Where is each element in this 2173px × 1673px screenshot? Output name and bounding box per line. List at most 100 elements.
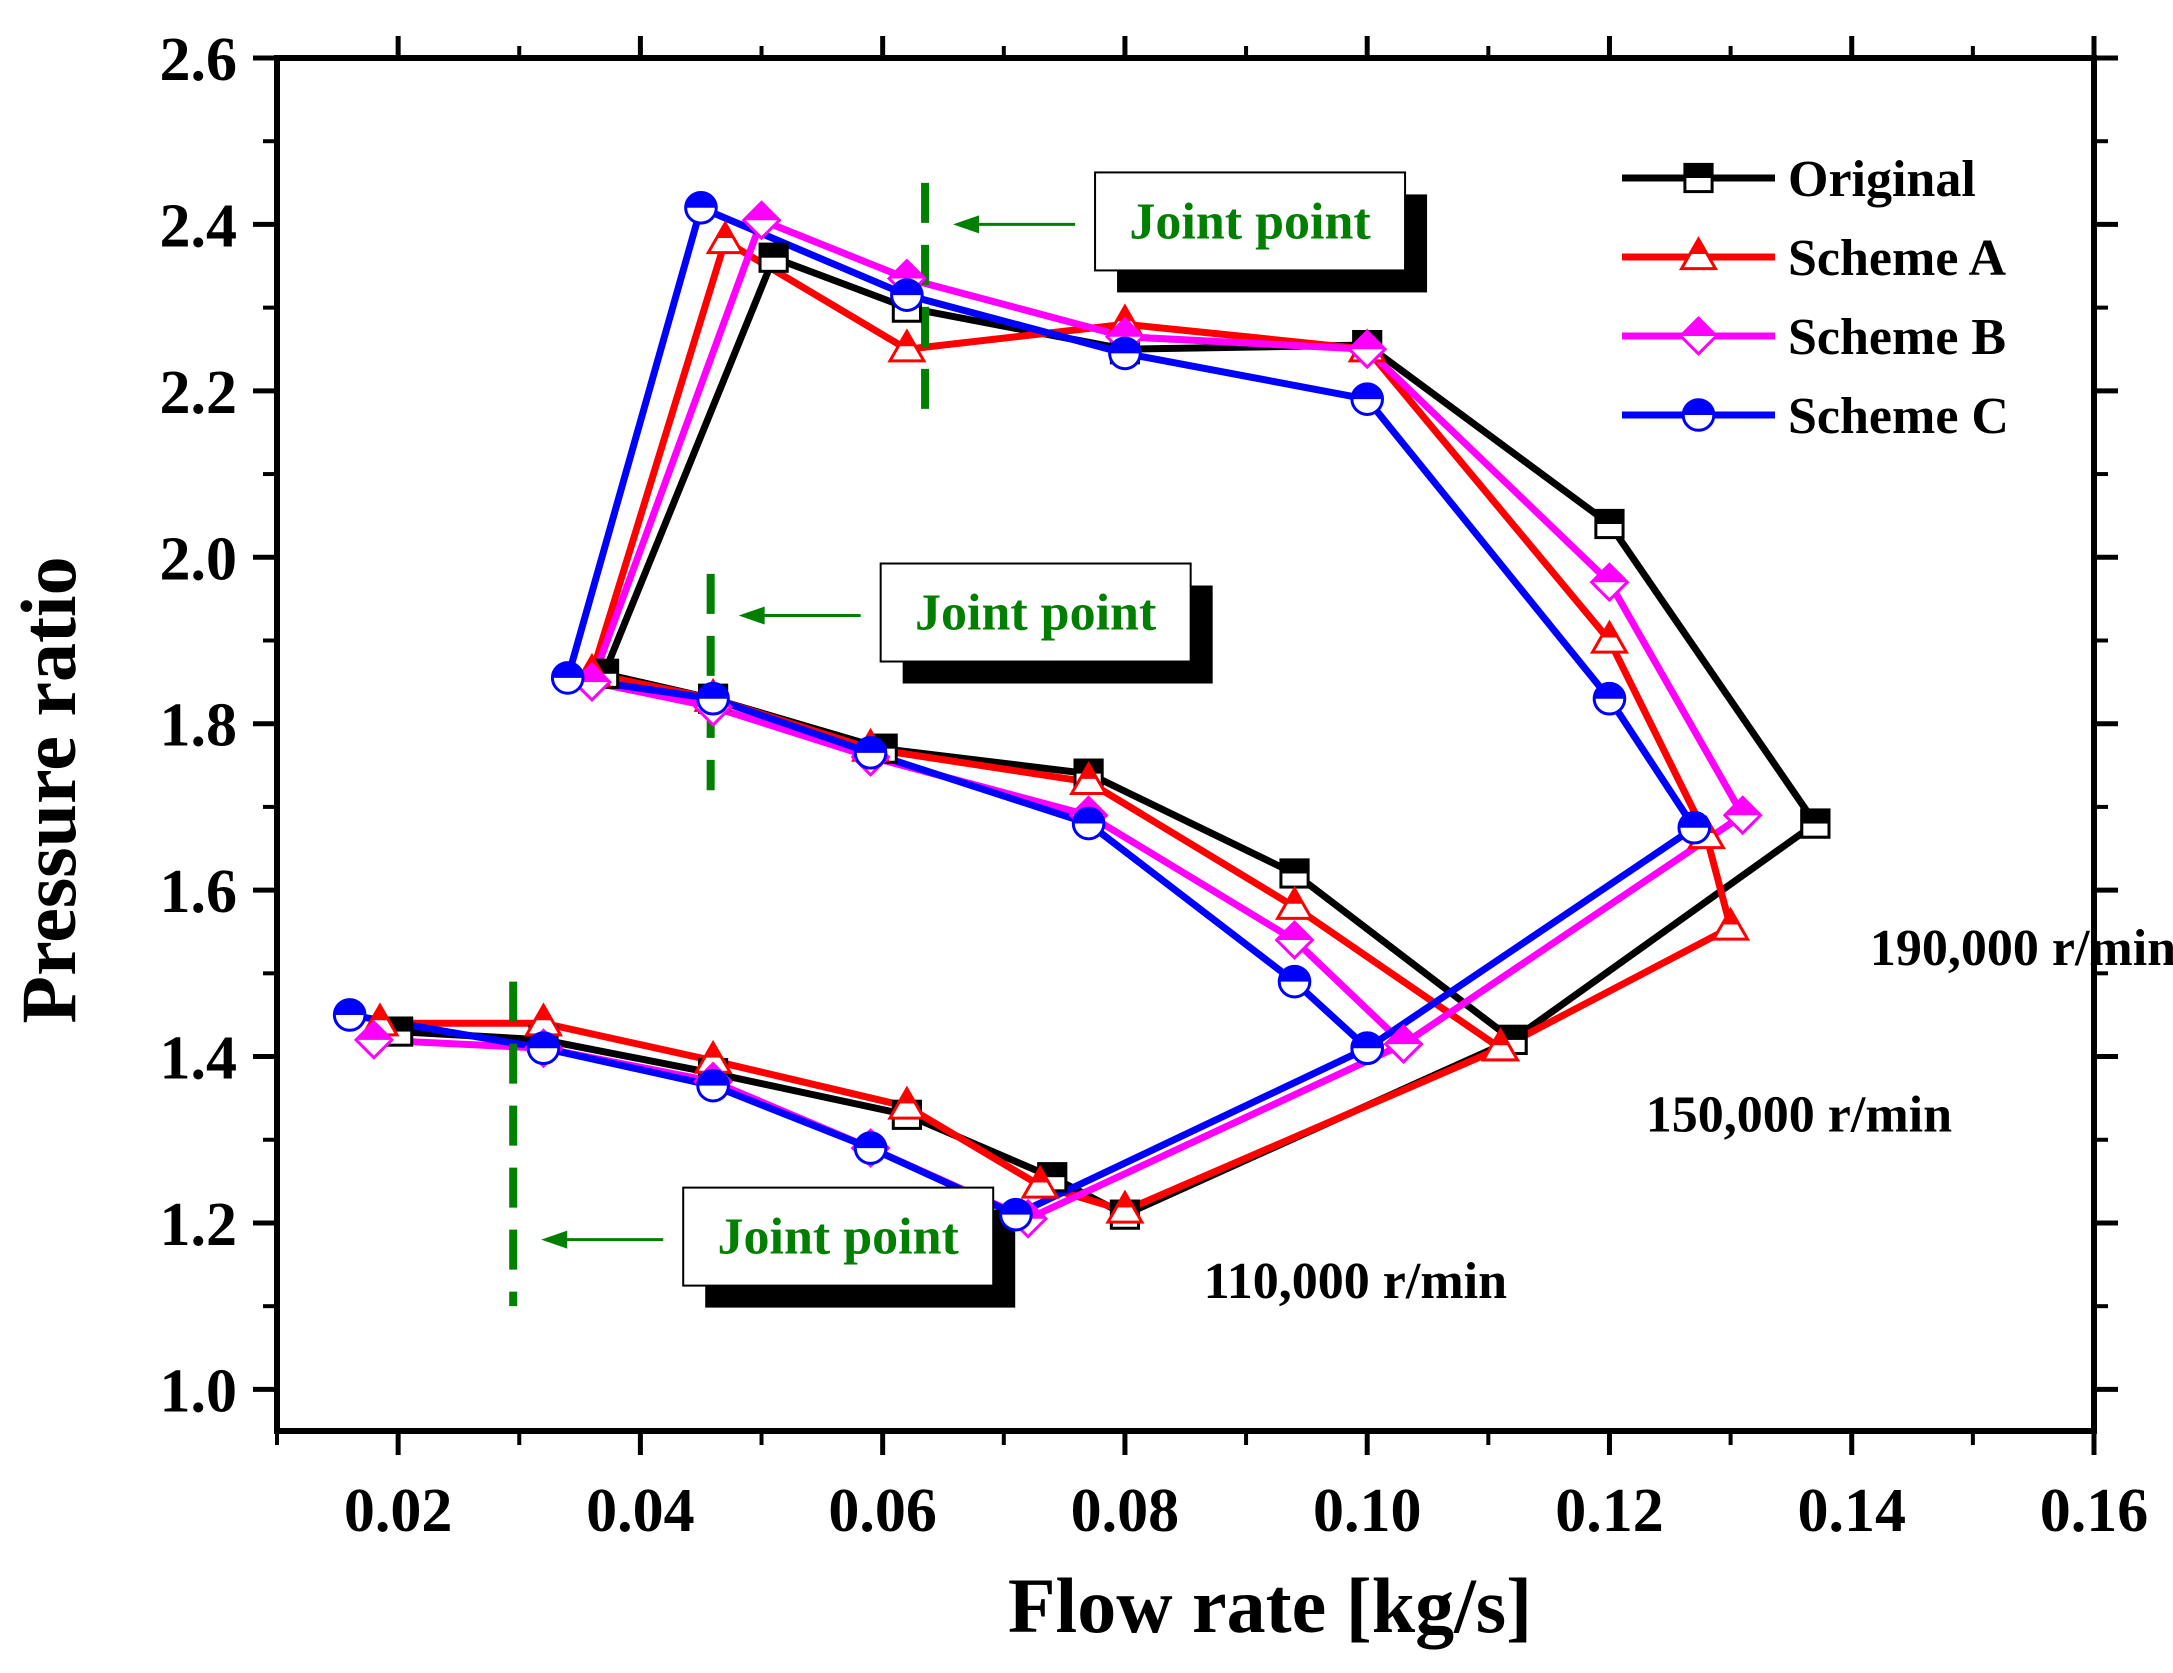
data-point	[1069, 761, 1109, 796]
data-point	[526, 1031, 561, 1066]
joint-point-label: Joint point	[915, 585, 1157, 642]
x-axis-title: Flow rate [kg/s]	[1008, 1562, 1532, 1649]
axis-ticks: 0.02 0.04 0.06 0.08 0.10 0.12 0.14 0.16 1.0 1.2 1.…	[160, 26, 2149, 1545]
marker-fill	[891, 279, 923, 296]
marker-fill	[1107, 318, 1143, 337]
marker-fill	[1116, 1192, 1134, 1208]
x-tick-label: 0.08	[1071, 1477, 1180, 1545]
marker-fill	[1689, 239, 1708, 254]
legend-item-scheme-a: Scheme A	[1622, 230, 2007, 287]
speed-label: 110,000 r/min	[1204, 1253, 1507, 1310]
data-point	[705, 220, 745, 255]
marker-fill	[1724, 797, 1761, 816]
marker-fill	[1351, 1032, 1383, 1049]
marker-fill	[534, 1005, 553, 1021]
data-point	[853, 736, 888, 770]
series-lines	[349, 203, 1821, 1223]
marker-fill	[1683, 399, 1714, 415]
marker-fill	[1678, 812, 1710, 828]
data-point	[696, 681, 730, 716]
joint-point-annotations: Joint point Joint point Joint point	[509, 171, 1428, 1308]
data-point	[887, 328, 927, 363]
joint-point-arrow-head	[738, 606, 765, 625]
data-point	[1279, 858, 1310, 889]
x-tick-label: 0.04	[586, 1477, 695, 1545]
data-point	[1800, 808, 1831, 839]
legend-item-scheme-c: Scheme C	[1622, 388, 2009, 445]
y-tick-label: 1.4	[160, 1025, 238, 1093]
data-point	[1383, 1024, 1424, 1065]
marker-fill	[855, 737, 886, 753]
joint-point-annotation: Joint point	[509, 981, 1016, 1308]
data-point	[999, 1197, 1033, 1232]
marker-fill	[1801, 809, 1829, 824]
data-point	[890, 278, 924, 312]
marker-fill	[889, 260, 925, 279]
marker-fill	[1385, 1026, 1422, 1045]
data-point	[1108, 336, 1142, 371]
data-point	[1350, 1031, 1384, 1066]
y-tick-label: 2.0	[160, 525, 238, 593]
joint-point-annotation: Joint point	[706, 562, 1213, 791]
data-point	[353, 1019, 394, 1060]
marker-fill	[1279, 966, 1310, 982]
marker-fill	[898, 331, 916, 347]
data-point	[853, 1131, 888, 1165]
marker-fill	[1684, 164, 1713, 178]
marker-fill	[1595, 510, 1624, 524]
data-point	[1105, 1189, 1145, 1224]
legend-label: Original	[1788, 151, 1976, 208]
data-point	[1677, 810, 1712, 845]
marker-fill	[743, 202, 780, 221]
marker-fill	[1276, 922, 1313, 941]
data-point	[1594, 508, 1625, 540]
x-tick-label: 0.06	[828, 1477, 937, 1545]
marker-fill	[685, 192, 717, 208]
data-point	[684, 190, 718, 225]
joint-point-label: Joint point	[1129, 193, 1371, 250]
y-axis-title: Pressure ratio	[5, 556, 92, 1023]
data-point	[1589, 562, 1630, 603]
series-line-original	[397, 253, 1821, 1219]
data-point	[758, 242, 789, 273]
marker-fill	[855, 1132, 886, 1149]
series-line-scheme-c	[349, 203, 1700, 1219]
marker-fill	[1116, 306, 1134, 322]
data-point	[1277, 964, 1312, 999]
x-tick-label: 0.02	[344, 1477, 453, 1545]
data-point	[1274, 885, 1315, 920]
speed-label: 150,000 r/min	[1646, 1086, 1952, 1143]
legend-marker	[1678, 316, 1719, 356]
legend-marker	[1678, 236, 1719, 271]
data-point	[1020, 1164, 1060, 1199]
marker-fill	[528, 1032, 559, 1049]
legend-label: Scheme A	[1788, 230, 2007, 287]
data-point	[332, 998, 367, 1032]
marker-fill	[1591, 564, 1628, 583]
data-point	[741, 200, 782, 241]
marker-fill	[1038, 1163, 1066, 1178]
legend-marker	[1681, 398, 1716, 432]
series-markers	[332, 190, 1831, 1239]
marker-fill	[1080, 764, 1098, 779]
marker-fill	[371, 1005, 389, 1021]
marker-fill	[1680, 318, 1717, 336]
joint-point-label: Joint point	[718, 1209, 960, 1266]
joint-point-arrow-head	[953, 215, 980, 234]
marker-fill	[704, 1042, 722, 1058]
y-tick-label: 1.2	[160, 1191, 238, 1259]
x-tick-label: 0.10	[1313, 1477, 1422, 1545]
y-tick-label: 2.6	[160, 26, 238, 94]
joint-point-box	[682, 1186, 995, 1287]
data-point	[1347, 329, 1388, 370]
data-point	[1722, 795, 1763, 836]
joint-point-box	[1094, 171, 1407, 272]
marker-fill	[1351, 383, 1383, 400]
data-point	[1589, 619, 1630, 654]
marker-fill	[1031, 1167, 1049, 1183]
x-tick-label: 0.16	[2040, 1477, 2149, 1545]
speed-labels: 190,000 r/min 150,000 r/min 110,000 r/min	[1204, 920, 2173, 1310]
x-tick-label: 0.14	[1797, 1477, 1906, 1545]
marker-fill	[356, 1022, 392, 1040]
data-point	[1274, 920, 1315, 961]
